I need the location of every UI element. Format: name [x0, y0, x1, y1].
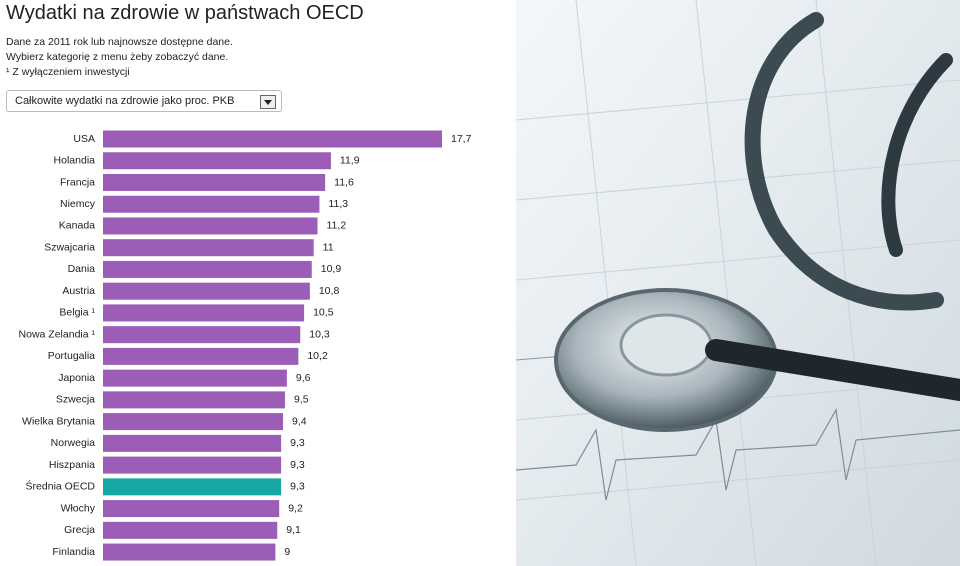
category-label: Francja: [60, 176, 95, 188]
category-dropdown[interactable]: Całkowite wydatki na zdrowie jako proc. …: [6, 90, 282, 112]
category-label: Norwegia: [51, 437, 96, 449]
dropdown-label: Całkowite wydatki na zdrowie jako proc. …: [15, 95, 235, 107]
bar: [103, 173, 326, 191]
category-label: Szwajcaria: [44, 241, 95, 253]
bar: [103, 543, 276, 561]
value-label: 9,3: [290, 437, 305, 449]
bar: [103, 521, 278, 539]
category-label: Belgia ¹: [59, 307, 95, 319]
bar: [103, 434, 282, 452]
bar: [103, 195, 320, 213]
category-label: Portugalia: [48, 350, 95, 362]
category-label: Niemcy: [60, 198, 96, 210]
bar: [103, 239, 314, 257]
bar: [103, 347, 299, 365]
value-label: 9,5: [294, 394, 309, 406]
category-label: Austria: [62, 285, 95, 297]
category-label: Grecja: [64, 524, 95, 536]
value-label: 9,2: [288, 502, 303, 514]
value-label: 9,6: [296, 372, 311, 384]
category-label: Finlandia: [52, 546, 95, 558]
bar: [103, 260, 312, 278]
category-label: Holandia: [54, 155, 96, 167]
bar: [103, 282, 310, 300]
value-label: 10,3: [309, 328, 330, 340]
bar: [103, 152, 331, 170]
subtitle: Wybierz kategorię z menu żeby zobaczyć d…: [6, 51, 229, 63]
category-label: Kanada: [59, 220, 95, 232]
bar: [103, 500, 280, 518]
dropdown-button[interactable]: [260, 95, 276, 109]
photo: [516, 0, 960, 566]
category-label: Nowa Zelandia ¹: [19, 328, 96, 340]
chart: USA 17,7 Holandia 11,9 Francja 11,6 Niemcy 11,3…: [19, 130, 472, 561]
value-label: 9,3: [290, 481, 305, 493]
category-label: Hiszpania: [49, 459, 95, 471]
value-label: 11: [323, 241, 334, 253]
value-label: 10,9: [321, 263, 342, 275]
value-label: 11,3: [328, 198, 348, 210]
value-label: 9,3: [290, 459, 305, 471]
category-label: Średnia OECD: [26, 480, 96, 493]
bar: [103, 413, 284, 431]
category-label: Japonia: [58, 372, 95, 384]
bar: [103, 130, 442, 148]
value-label: 11,2: [327, 220, 347, 232]
bar: [103, 369, 287, 387]
bar: [103, 326, 301, 344]
bar: [103, 304, 305, 322]
value-label: 10,5: [313, 307, 334, 319]
value-label: 17,7: [451, 133, 472, 145]
chart-panel: Wydatki na zdrowie w państwach OECD Dane…: [6, 2, 472, 561]
category-label: USA: [73, 133, 95, 145]
bar: [103, 391, 285, 409]
bar: [103, 478, 282, 496]
bar: [103, 456, 282, 474]
value-label: 9,4: [292, 415, 307, 427]
category-label: Wielka Brytania: [22, 415, 95, 427]
category-label: Dania: [68, 263, 96, 275]
category-label: Włochy: [61, 502, 96, 514]
bar: [103, 217, 318, 235]
value-label: 10,8: [319, 285, 340, 297]
footnote: ¹ Z wyłączeniem inwestycji: [6, 66, 130, 78]
category-label: Szwecja: [56, 394, 95, 406]
subtitle: Dane za 2011 rok lub najnowsze dostępne …: [6, 36, 233, 48]
chart-title: Wydatki na zdrowie w państwach OECD: [6, 2, 364, 24]
value-label: 11,9: [340, 155, 360, 167]
value-label: 9,1: [286, 524, 301, 536]
value-label: 9: [284, 546, 290, 558]
value-label: 10,2: [307, 350, 328, 362]
value-label: 11,6: [334, 176, 354, 188]
